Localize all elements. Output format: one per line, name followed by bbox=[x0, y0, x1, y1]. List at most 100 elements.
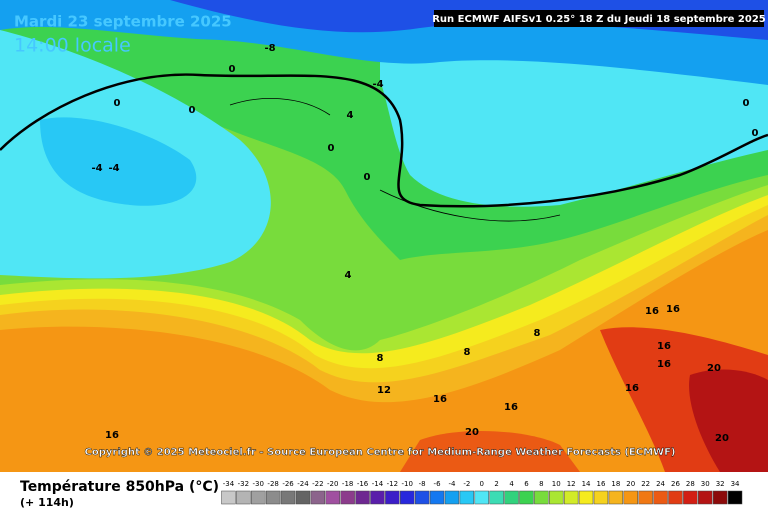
contour-label: 16 bbox=[657, 341, 671, 352]
color-swatch bbox=[340, 490, 355, 505]
scale-tick-label: 24 bbox=[656, 480, 665, 488]
scale-tick-label: -18 bbox=[342, 480, 353, 488]
scale-tick-label: -4 bbox=[448, 480, 456, 488]
scale-tick-label: -20 bbox=[327, 480, 338, 488]
legend-title: Température 850hPa (°C) bbox=[20, 479, 219, 495]
contour-label: 8 bbox=[377, 353, 384, 364]
scale-tick-label: -32 bbox=[238, 480, 249, 488]
scale-tick-label: 16 bbox=[596, 480, 605, 488]
contour-label: 16 bbox=[105, 430, 119, 441]
scale-tick-label: -6 bbox=[434, 480, 442, 488]
color-scale: -34 -32 -30 -28 -26 -24 -22 -20 -18 -16 -14 -12 -10-… bbox=[221, 480, 743, 505]
copyright: Copyright © 2025 Meteociel.fr - Source E… bbox=[85, 447, 676, 458]
scale-tick-label: 0 bbox=[480, 480, 484, 488]
scale-tick-label: -26 bbox=[282, 480, 294, 488]
scale-tick-label: -28 bbox=[267, 480, 278, 488]
color-swatch bbox=[280, 490, 296, 505]
color-swatch bbox=[459, 490, 475, 505]
run-info-box bbox=[434, 10, 764, 27]
scale-tick-label: 14 bbox=[582, 480, 591, 488]
color-swatch bbox=[519, 490, 534, 505]
color-swatch bbox=[668, 490, 683, 505]
scale-tick-label: -22 bbox=[312, 480, 323, 488]
color-swatch bbox=[578, 490, 594, 505]
contour-label: 16 bbox=[433, 394, 447, 405]
contour-label: 8 bbox=[534, 328, 541, 339]
color-swatch bbox=[355, 490, 370, 505]
scale-tick-label: -2 bbox=[463, 480, 470, 488]
color-swatch bbox=[236, 490, 251, 505]
contour-label: 12 bbox=[377, 385, 391, 396]
contour-label: -4 bbox=[91, 163, 102, 174]
color-swatch bbox=[444, 490, 460, 505]
color-swatch bbox=[683, 490, 698, 505]
scale-tick-label: -34 bbox=[223, 480, 235, 488]
contour-label: -4 bbox=[372, 79, 383, 90]
scale-tick-label: 22 bbox=[641, 480, 650, 488]
contour-label: 0 bbox=[229, 64, 236, 75]
scale-tick-label: 2 bbox=[494, 480, 498, 488]
color-swatch bbox=[489, 490, 504, 505]
contour-label: 20 bbox=[465, 427, 479, 438]
color-swatch bbox=[593, 490, 609, 505]
scale-tick-label: -10 bbox=[402, 480, 413, 488]
scale-tick-label: 32 bbox=[716, 480, 725, 488]
color-swatch bbox=[698, 490, 713, 505]
contour-label: -4 bbox=[108, 163, 119, 174]
color-swatch bbox=[414, 490, 430, 505]
contour-label: 0 bbox=[114, 98, 121, 109]
contour-label: 20 bbox=[715, 433, 729, 444]
contour-label: 20 bbox=[707, 363, 721, 374]
scale-tick-label: 12 bbox=[567, 480, 576, 488]
scale-tick-label: -24 bbox=[297, 480, 309, 488]
color-swatch bbox=[385, 490, 400, 505]
color-swatch bbox=[265, 490, 281, 505]
run-info: Run ECMWF AIFSv1 0.25° 18 Z du Jeudi 18 … bbox=[432, 14, 766, 25]
contour-label: 0 bbox=[189, 105, 196, 116]
color-swatch bbox=[221, 490, 236, 505]
scale-tick-label: -8 bbox=[419, 480, 426, 488]
color-swatch bbox=[653, 490, 668, 505]
scale-tick-label: 34 bbox=[731, 480, 740, 488]
scale-tick-label: 10 bbox=[552, 480, 561, 488]
contour-label: -8 bbox=[264, 43, 275, 54]
contour-label: 16 bbox=[504, 402, 518, 413]
color-swatch bbox=[504, 490, 519, 505]
map-date: Mardi 23 septembre 2025 bbox=[14, 13, 232, 31]
color-swatch bbox=[534, 490, 549, 505]
scale-tick-label: -30 bbox=[253, 480, 264, 488]
contour-label: 16 bbox=[666, 304, 680, 315]
scale-tick-label: -12 bbox=[387, 480, 398, 488]
contour-label: 0 bbox=[328, 143, 335, 154]
scale-tick-label: 6 bbox=[524, 480, 529, 488]
color-swatch bbox=[370, 490, 385, 505]
contour-label: 0 bbox=[743, 98, 750, 109]
color-swatch bbox=[429, 490, 445, 505]
scale-tick-label: 20 bbox=[626, 480, 635, 488]
color-swatch bbox=[549, 490, 564, 505]
scale-tick-label: -14 bbox=[372, 480, 384, 488]
color-swatch bbox=[727, 490, 743, 505]
color-swatch bbox=[623, 490, 638, 505]
color-swatch bbox=[295, 490, 311, 505]
contour-labels: -8 -4 0 0 0 4 0 -4 -4 0 0 0 4 8 8 8 12 16 16 16 16 16 16 16 20 16… bbox=[91, 43, 758, 444]
contour-label: 16 bbox=[645, 306, 659, 317]
contour-label: 0 bbox=[752, 128, 759, 139]
scale-tick-label: 26 bbox=[671, 480, 680, 488]
scale-tick-label: 18 bbox=[611, 480, 620, 488]
color-swatch bbox=[638, 490, 653, 505]
map-time: 14:00 locale bbox=[14, 35, 131, 57]
contour-label: 4 bbox=[345, 270, 352, 281]
color-swatch bbox=[712, 490, 728, 505]
color-swatch bbox=[310, 490, 326, 505]
color-swatch bbox=[325, 490, 340, 505]
color-swatch bbox=[400, 490, 415, 505]
color-swatch bbox=[608, 490, 624, 505]
color-swatch bbox=[563, 490, 579, 505]
contour-label: 0 bbox=[364, 172, 371, 183]
contour-label: 16 bbox=[657, 359, 671, 370]
scale-tick-label: 28 bbox=[686, 480, 695, 488]
scale-tick-label: 30 bbox=[701, 480, 710, 488]
